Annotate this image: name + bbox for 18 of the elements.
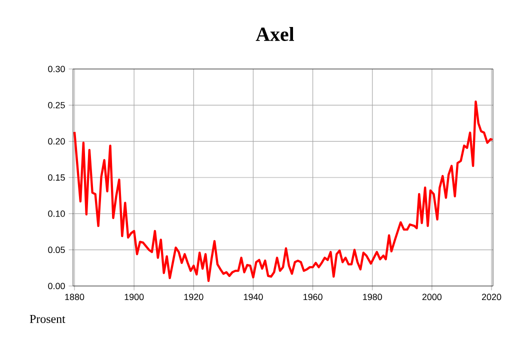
y-tick-label: 0.15	[48, 174, 65, 181]
line-series	[73, 100, 494, 282]
x-tick-label: 1920	[184, 294, 204, 300]
x-tick-label: 1900	[124, 294, 144, 300]
y-axis-title: Prosent	[30, 315, 66, 323]
y-tick-label: 0.25	[48, 102, 65, 108]
y-tick-label: 0.05	[48, 246, 65, 254]
x-tick-label: 2020	[482, 294, 502, 300]
y-tick-label: 0.20	[48, 138, 65, 145]
y-tick-label: 0.10	[48, 210, 65, 217]
x-tick-label: 2000	[422, 294, 442, 300]
x-tick-label: 1980	[363, 294, 382, 300]
x-tick-label: 1960	[304, 294, 322, 300]
x-tick-label: 1940	[244, 294, 263, 300]
y-tick-label: 0.00	[48, 282, 65, 290]
y-tick-label: 0.30	[48, 66, 65, 72]
x-tick-label: 1880	[65, 294, 84, 300]
chart-title: Axel	[256, 26, 294, 42]
